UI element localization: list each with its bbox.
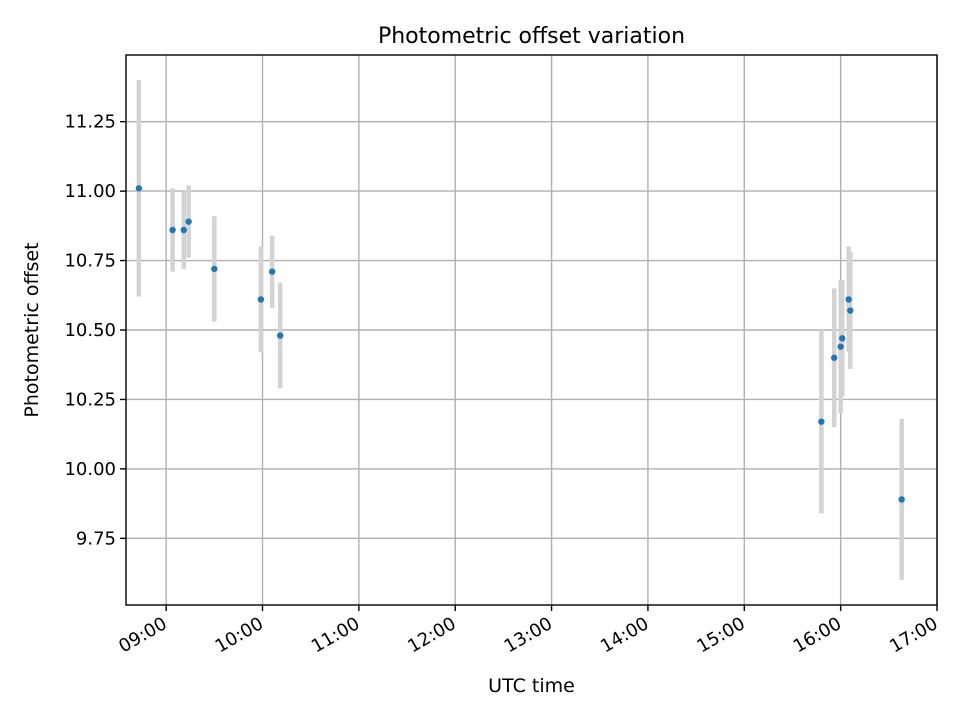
data-point (276, 332, 284, 339)
axis-ticks: 09:00 10:00 11:00 12:00 13:00 14:00 15:00 16:00… (64, 112, 941, 658)
data-point (268, 268, 276, 275)
grid (126, 55, 938, 605)
data-point (818, 418, 825, 425)
x-tick-label: 13:00 (501, 613, 556, 657)
data-point (839, 335, 846, 342)
y-tick-label: 9.75 (76, 528, 116, 549)
data-point (169, 226, 176, 234)
x-tick-label: 09:00 (115, 613, 170, 657)
y-tick-label: 11.00 (64, 181, 116, 202)
x-tick-label: 14:00 (597, 613, 652, 657)
data-point (185, 218, 192, 225)
data-point (837, 343, 844, 350)
y-tick-label: 11.25 (64, 112, 116, 133)
x-tick-label: 12:00 (404, 613, 459, 657)
x-tick-label: 11:00 (308, 613, 363, 657)
y-tick-label: 10.75 (64, 251, 116, 272)
y-axis-label: Photometric offset (21, 242, 43, 417)
data-point (135, 185, 143, 192)
data-point (847, 307, 854, 314)
x-tick-label: 15:00 (693, 613, 748, 657)
data-point (831, 354, 838, 361)
x-tick-label: 10:00 (212, 613, 267, 657)
data-point (898, 496, 905, 503)
data-point (257, 296, 265, 303)
y-tick-label: 10.25 (64, 389, 116, 410)
data-points (135, 185, 905, 503)
x-tick-label: 16:00 (790, 613, 845, 657)
chart-title: Photometric offset variation (378, 24, 685, 49)
x-tick-label: 17:00 (886, 613, 941, 657)
data-point (211, 265, 218, 273)
data-point (845, 296, 852, 303)
y-tick-label: 10.00 (64, 459, 116, 480)
data-point (180, 226, 188, 234)
x-axis-label: UTC time (488, 675, 575, 697)
y-tick-label: 10.50 (64, 320, 116, 341)
